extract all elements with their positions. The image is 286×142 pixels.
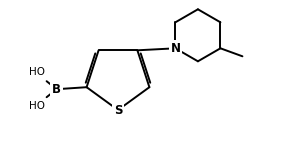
Text: B: B <box>52 83 61 96</box>
Text: HO: HO <box>29 101 45 111</box>
Text: N: N <box>170 42 180 55</box>
Text: S: S <box>114 104 122 116</box>
Text: HO: HO <box>29 67 45 77</box>
